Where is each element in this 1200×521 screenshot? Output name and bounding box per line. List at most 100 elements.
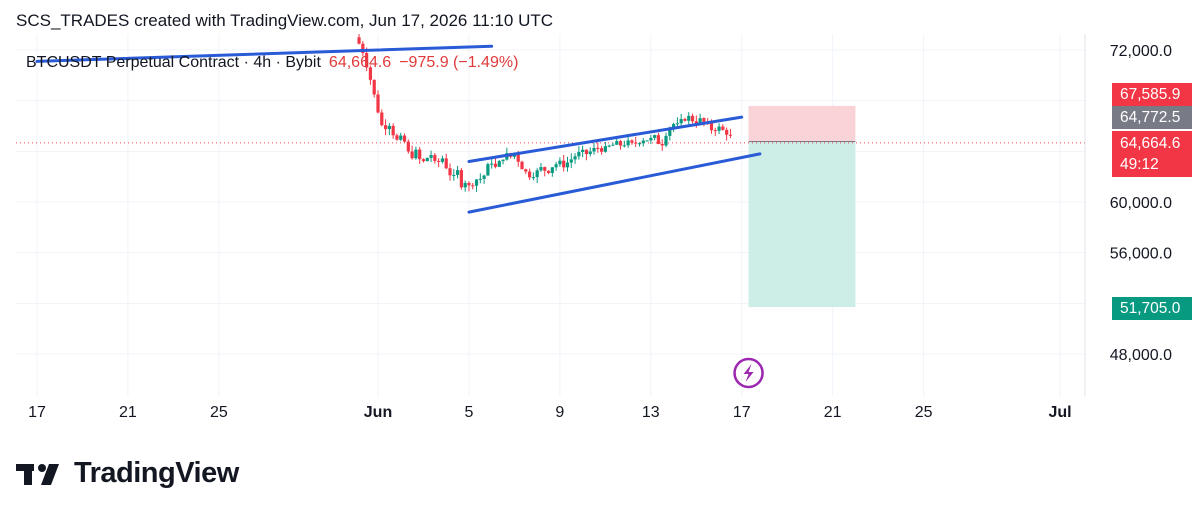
candle-body: [554, 164, 558, 168]
bar-countdown: 49:12: [1120, 156, 1159, 173]
position-zones: [16, 105, 1085, 308]
candle-body: [474, 179, 479, 186]
candle-body: [694, 121, 698, 124]
candle-body: [577, 151, 581, 157]
candle-body: [501, 159, 505, 162]
candle-body: [527, 171, 532, 178]
tradingview-wordmark: TradingView: [74, 457, 239, 489]
candle-body: [361, 43, 365, 54]
footer-branding: TradingView: [16, 457, 239, 490]
candle-body: [683, 119, 687, 121]
candle-body: [611, 144, 615, 146]
price-tick-label: 60,000.0: [1110, 195, 1172, 212]
candle-body: [675, 123, 679, 125]
candle-body: [410, 151, 414, 159]
candle-body: [717, 126, 721, 131]
candles: [357, 34, 733, 192]
candle-body: [467, 182, 471, 186]
legend-last-price: 64,664.6: [328, 54, 392, 71]
time-tick-label: 21: [119, 404, 137, 421]
time-tick-label: Jul: [1048, 404, 1071, 421]
candle-body: [539, 167, 543, 171]
candle-body: [721, 126, 725, 130]
time-tick-label: 9: [555, 404, 564, 421]
current-price-tag: 64,664.6 49:12: [1112, 131, 1192, 177]
candle-body: [592, 147, 596, 152]
candle-body: [690, 115, 695, 122]
candle-body: [626, 140, 630, 146]
candle-body: [709, 122, 714, 131]
candle-body: [497, 161, 501, 167]
time-tick-label: 21: [824, 404, 842, 421]
time-tick-label: 17: [733, 404, 751, 421]
candle-body: [725, 129, 729, 135]
candle-body: [546, 170, 551, 173]
candle-body: [607, 145, 611, 147]
price-axis: 48,000.0 56,000.0 60,000.0 72,000.0: [1084, 34, 1172, 396]
candle-body: [630, 140, 634, 143]
chart-area[interactable]: 48,000.0 56,000.0 60,000.0 72,000.0 17 21 25 J…: [0, 34, 1200, 434]
candle-body: [664, 135, 668, 146]
price-chart[interactable]: 48,000.0 56,000.0 60,000.0 72,000.0 17 21 25 J…: [0, 34, 1200, 434]
candle-body: [569, 159, 573, 163]
candle-body: [395, 135, 399, 140]
candle-body: [490, 163, 494, 165]
candle-body: [656, 135, 661, 144]
candle-body: [493, 163, 498, 167]
candle-body: [550, 167, 554, 173]
candle-body: [448, 168, 452, 176]
candle-body: [387, 125, 391, 130]
candle-body: [596, 147, 600, 149]
candle-body: [357, 37, 361, 44]
current-price-value: 64,664.6: [1120, 135, 1181, 152]
candle-body: [365, 53, 369, 68]
time-tick-label: 17: [28, 404, 46, 421]
candle-body: [524, 169, 528, 172]
candle-body: [641, 140, 645, 144]
candle-body: [649, 137, 653, 141]
time-tick-label: Jun: [364, 404, 392, 421]
candle-body: [421, 159, 426, 162]
legend-change: −975.9 (−1.49%): [399, 54, 519, 71]
stop-loss-zone: [748, 105, 856, 142]
candle-body: [581, 149, 585, 152]
lightning-marker: [733, 357, 764, 389]
candle-body: [535, 170, 539, 178]
take-profit-price-tag: 51,705.0: [1112, 297, 1192, 320]
candle-body: [391, 125, 395, 136]
entry-price-tag: 64,772.5: [1112, 106, 1192, 129]
candle-body: [376, 94, 380, 113]
candle-body: [372, 79, 376, 95]
candle-body: [455, 170, 460, 175]
legend-symbol: BTCUSDT Perpetual Contract · 4h · Bybit: [26, 54, 321, 71]
candle-body: [603, 146, 607, 152]
candle-body: [437, 160, 441, 162]
candle-body: [588, 151, 592, 155]
candle-body: [653, 135, 657, 138]
candle-body: [471, 185, 475, 187]
candle-body: [668, 127, 672, 136]
candle-body: [702, 118, 706, 122]
candle-body: [418, 149, 422, 160]
candle-body: [380, 112, 384, 126]
candle-body: [622, 145, 626, 147]
time-tick-label: 25: [915, 404, 933, 421]
price-tick-label: 48,000.0: [1110, 347, 1172, 364]
candle-body: [452, 174, 456, 176]
candle-body: [486, 164, 490, 176]
candle-body: [482, 175, 486, 179]
candle-body: [463, 182, 467, 188]
candle-body: [444, 158, 448, 169]
candle-body: [531, 177, 535, 179]
chart-caption: SCS_TRADES created with TradingView.com,…: [16, 11, 554, 30]
lightning-circle: [733, 357, 764, 389]
lightning-bolt: [743, 364, 754, 382]
candle-body: [671, 124, 676, 128]
candle-body: [728, 134, 733, 136]
chart-legend: BTCUSDT Perpetual Contract · 4h · Bybit 6…: [26, 54, 518, 72]
candle-body: [618, 141, 623, 146]
candle-body: [637, 143, 642, 145]
candle-body: [459, 170, 463, 188]
candle-body: [645, 140, 649, 142]
candle-body: [562, 160, 566, 168]
